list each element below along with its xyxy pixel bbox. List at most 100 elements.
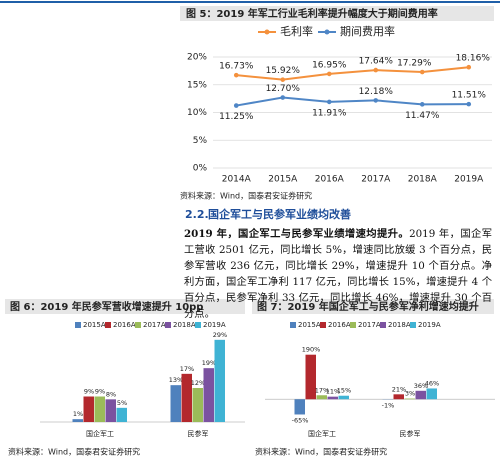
source-note: 资料来源：Wind，国泰君安证券研究 [8, 447, 140, 457]
data-label: 17% [315, 386, 329, 394]
bar [181, 373, 192, 422]
data-label: 17.29% [397, 59, 432, 69]
series-line [236, 96, 469, 107]
paragraph-body: 2019 年，国企军工营收 2501 亿元，同比增长 5%，增速同比放缓 3 个… [184, 228, 492, 320]
legend-swatch [195, 322, 201, 328]
data-label: 12% [191, 379, 205, 387]
bar [94, 396, 105, 422]
data-label: 190% [302, 346, 321, 354]
bar [415, 390, 426, 400]
data-label: 8% [106, 390, 116, 398]
point [280, 77, 286, 82]
caption-band [5, 299, 245, 314]
data-label: 9% [84, 388, 94, 396]
x-tick-label: 民参军 [188, 429, 209, 438]
legend-marker [324, 29, 330, 35]
data-label: -1% [382, 401, 395, 409]
legend-swatch [380, 322, 386, 328]
bar [294, 399, 305, 415]
point [419, 102, 425, 107]
bar [203, 368, 214, 422]
bar [393, 394, 404, 400]
bar [404, 398, 415, 400]
series-line [236, 66, 469, 81]
point [326, 71, 332, 77]
data-label: 17.64% [359, 57, 394, 67]
point [373, 98, 379, 103]
data-label: 11.91% [312, 108, 347, 118]
bar [426, 388, 437, 400]
data-label: 36% [414, 382, 428, 390]
data-label: 29% [213, 331, 227, 339]
legend-label: 2018A [173, 321, 196, 329]
legend-label: 毛利率 [280, 24, 313, 38]
legend-label: 2017A [143, 321, 166, 329]
bar [116, 407, 127, 422]
point [373, 67, 379, 73]
x-tick-label: 2017A [361, 175, 391, 185]
legend-label: 2019A [203, 321, 226, 329]
y-tick-label: 15% [187, 80, 207, 90]
data-label: 11.47% [405, 111, 440, 121]
bar [338, 395, 349, 400]
legend-marker [264, 29, 270, 35]
x-tick-label: 2014A [222, 175, 252, 185]
source-note: 资料来源：Wind，国泰君安证券研究 [255, 447, 387, 457]
x-tick-label: 2019A [454, 175, 484, 185]
data-label: 12.18% [359, 87, 394, 97]
data-label: 46% [425, 379, 439, 387]
data-label: 11.25% [219, 112, 254, 122]
data-label: 15% [337, 387, 351, 395]
bar [72, 419, 83, 422]
x-tick-label: 2015A [268, 175, 298, 185]
data-label: 21% [392, 385, 406, 393]
legend-label: 2019A [418, 321, 441, 329]
caption-band [252, 299, 494, 314]
figure-caption: 图 6：2019 年民参军营收增速提升 10pp [10, 300, 203, 313]
legend-label: 期间费用率 [340, 24, 395, 38]
legend-swatch [165, 322, 171, 328]
y-tick-label: 10% [187, 108, 207, 118]
figure-caption: 图 7：2019 年国企军工与民参军净利增速均提升 [257, 300, 479, 313]
bar [192, 388, 203, 422]
data-label: 12.70% [266, 84, 301, 94]
legend-swatch [410, 322, 416, 328]
paragraph: 2019 年，国企军工与民参军业绩增速均提升。2019 年，国企军工营收 250… [184, 226, 492, 322]
bar [83, 396, 94, 422]
data-label: 3% [405, 390, 415, 398]
data-label: 16.73% [219, 62, 254, 72]
point [233, 103, 239, 108]
data-label: 11.51% [452, 91, 487, 101]
bar [316, 395, 327, 400]
point [233, 72, 239, 78]
caption-band [180, 6, 494, 21]
data-label: 18.16% [456, 54, 491, 64]
bar [214, 339, 225, 422]
point [280, 95, 286, 100]
section-title: 国企军工与民参军业绩均改善 [208, 207, 351, 221]
bar [305, 354, 316, 400]
x-tick-label: 2016A [315, 175, 345, 185]
x-tick-label: 2018A [408, 175, 438, 185]
data-label: -65% [292, 416, 309, 424]
y-tick-label: 5% [193, 136, 208, 146]
legend-swatch [350, 322, 356, 328]
figure-caption: 图 5：2019 年军工行业毛利率提升幅度大于期间费用率 [186, 7, 438, 20]
y-tick-label: 20% [187, 53, 207, 63]
legend-swatch [75, 322, 81, 328]
data-label: 11% [326, 388, 340, 396]
legend-label: 2018A [388, 321, 411, 329]
y-tick-label: 0% [193, 164, 208, 174]
legend-swatch [290, 322, 296, 328]
bar [105, 399, 116, 422]
legend-swatch [135, 322, 141, 328]
legend-label: 2017A [358, 321, 381, 329]
point [466, 64, 472, 70]
section-number: 2.2. [185, 208, 209, 221]
point [419, 69, 425, 75]
data-label: 17% [180, 365, 194, 373]
x-tick-label: 国企军工 [308, 429, 336, 438]
source-note: 资料来源：Wind，国泰君安证券研究 [180, 191, 312, 201]
